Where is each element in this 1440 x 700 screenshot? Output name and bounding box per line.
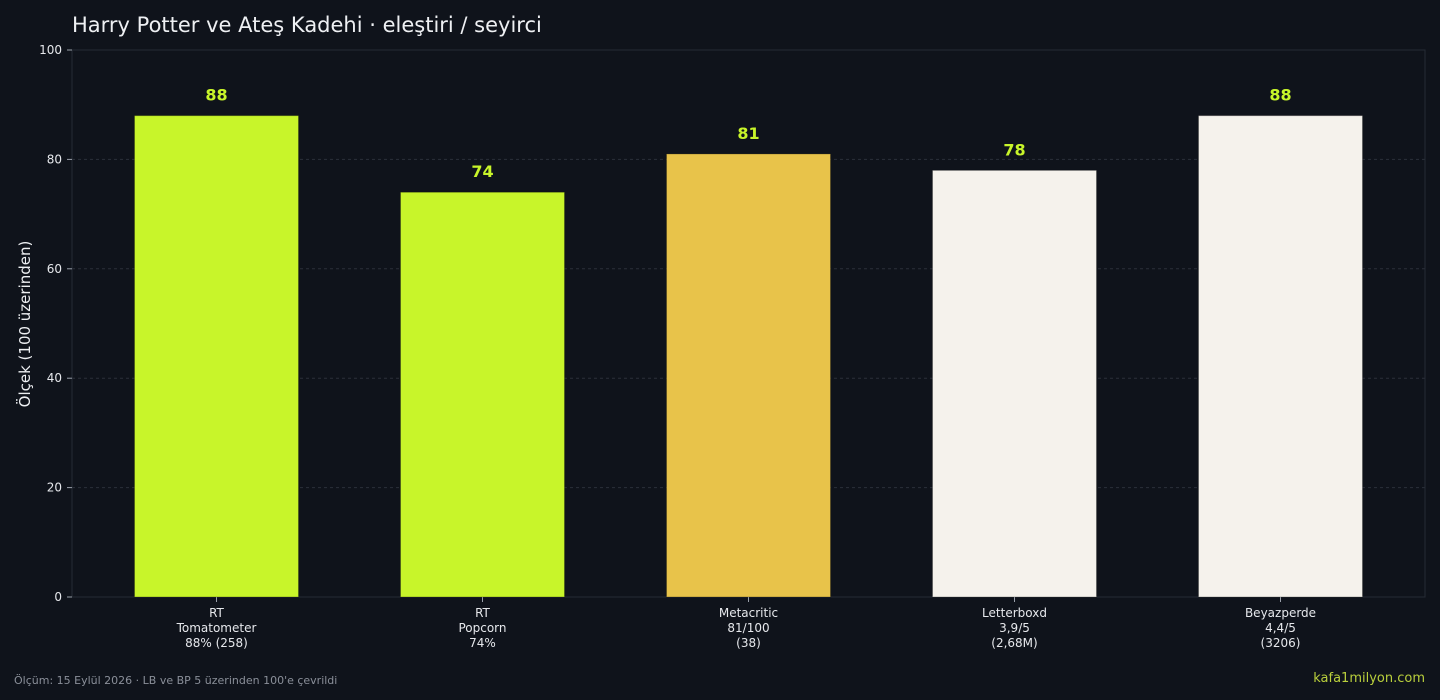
- value-labels: 88 74 81 78 88: [205, 86, 1291, 182]
- bar-4: [1198, 115, 1363, 598]
- y-axis-label: Ölçek (100 üzerinden): [15, 241, 34, 408]
- footer-note: Ölçüm: 15 Eylül 2026 · LB ve BP 5 üzerin…: [14, 674, 338, 687]
- value-label-3: 78: [1003, 140, 1025, 159]
- bar-0: [134, 115, 299, 598]
- y-tick-label-0: 0: [54, 590, 62, 604]
- x-tick-labels: RT Tomatometer 88% (258) RT Popcorn 74% Metacr…: [176, 606, 1316, 650]
- y-tick-label-100: 100: [39, 43, 62, 57]
- x-tick-label-4: Beyazperde 4,4/5 (3206): [1245, 606, 1316, 650]
- y-tick-label-60: 60: [47, 262, 62, 276]
- value-label-2: 81: [737, 124, 759, 143]
- x-tick-label-1: RT Popcorn 74%: [458, 606, 506, 650]
- bar-2: [666, 153, 831, 598]
- bar-1: [400, 191, 565, 598]
- y-tick-label-20: 20: [47, 481, 62, 495]
- bar-3: [932, 169, 1097, 598]
- x-tick-label-0: RT Tomatometer 88% (258): [176, 606, 257, 650]
- value-label-4: 88: [1269, 86, 1291, 105]
- value-label-1: 74: [471, 162, 493, 181]
- value-label-0: 88: [205, 86, 227, 105]
- chart-title: Harry Potter ve Ateş Kadehi · eleştiri /…: [72, 13, 542, 37]
- footer-brand-link[interactable]: kafa1milyon.com: [1313, 671, 1425, 686]
- x-tick-label-3: Letterboxd 3,9/5 (2,68M): [982, 606, 1047, 650]
- bars: [134, 115, 1363, 598]
- x-tick-label-2: Metacritic 81/100 (38): [719, 606, 778, 650]
- y-tick-label-80: 80: [47, 152, 62, 166]
- y-tick-label-40: 40: [47, 371, 62, 385]
